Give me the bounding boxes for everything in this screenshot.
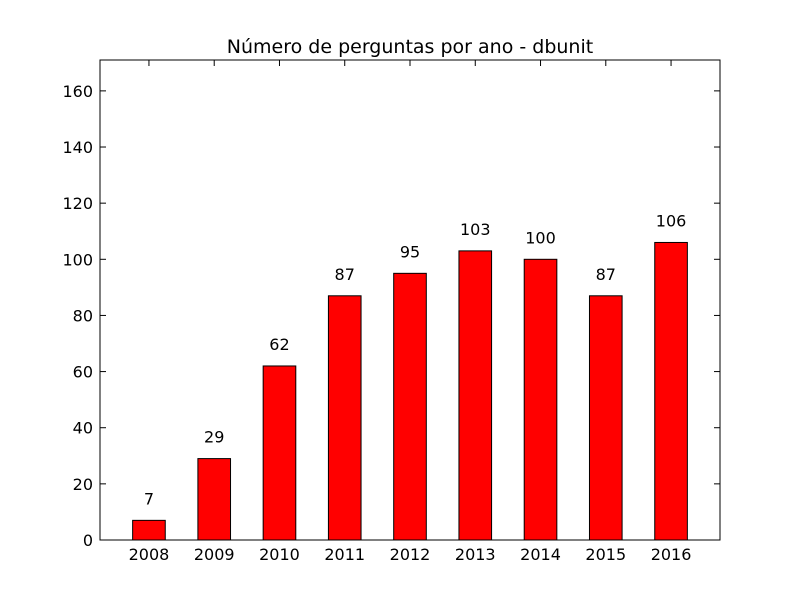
data-label-2014: 100 <box>525 228 556 247</box>
data-label-2009: 29 <box>204 428 224 447</box>
y-tick-label: 0 <box>83 531 93 550</box>
bar-2008 <box>132 519 166 541</box>
axis-ticks: 0 20 40 60 80 100 120 140 160 2008 2009 2010 2011 201… <box>62 60 720 564</box>
y-tick-label: 60 <box>73 363 93 382</box>
bar-2015 <box>588 295 623 541</box>
bar-2011 <box>327 295 362 541</box>
bars-group <box>132 241 688 541</box>
data-label-2011: 87 <box>335 265 355 284</box>
data-label-2010: 62 <box>269 335 289 354</box>
data-label-2013: 103 <box>460 220 491 239</box>
x-tick-label: 2013 <box>455 545 496 564</box>
x-tick-label: 2010 <box>259 545 300 564</box>
x-tick-label: 2016 <box>651 545 692 564</box>
x-tick-label: 2014 <box>520 545 561 564</box>
data-label-2012: 95 <box>400 242 420 261</box>
y-tick-label: 160 <box>62 82 93 101</box>
x-tick-label: 2009 <box>194 545 235 564</box>
x-tick-label: 2008 <box>129 545 170 564</box>
data-label-2016: 106 <box>656 211 687 230</box>
y-tick-label: 20 <box>73 475 93 494</box>
x-tick-label: 2012 <box>390 545 431 564</box>
bar-2013 <box>458 250 493 541</box>
y-tick-label: 80 <box>73 306 93 325</box>
y-tick-label: 120 <box>62 194 93 213</box>
bar-2009 <box>197 458 232 541</box>
bar-2012 <box>393 272 427 541</box>
x-tick-label: 2015 <box>585 545 626 564</box>
data-label-2008: 7 <box>144 489 154 508</box>
data-label-2015: 87 <box>596 265 616 284</box>
y-tick-label: 140 <box>62 138 93 157</box>
bar-2014 <box>523 258 558 541</box>
bar-2010 <box>262 365 297 541</box>
chart-title: Número de perguntas por ano - dbunit <box>227 36 593 58</box>
data-labels-group: 7 29 62 87 95 103 100 87 106 <box>144 211 686 508</box>
bar-2016 <box>654 241 688 541</box>
plot-frame <box>99 59 721 541</box>
y-tick-label: 100 <box>62 250 93 269</box>
y-tick-label: 40 <box>73 419 93 438</box>
x-tick-label: 2011 <box>324 545 365 564</box>
